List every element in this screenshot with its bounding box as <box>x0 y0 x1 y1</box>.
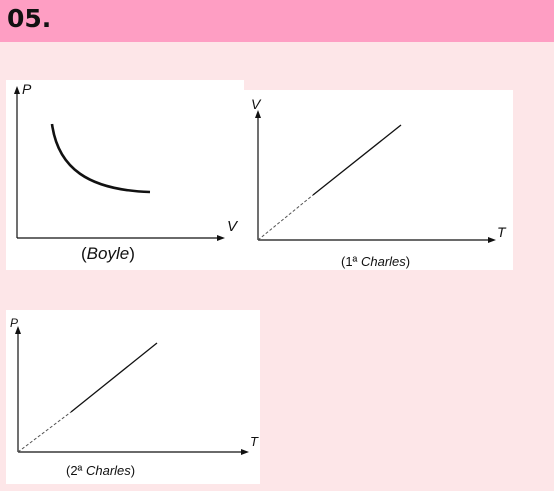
y-axis-label: P <box>22 81 32 97</box>
charles2-diagram: P T (2ª Charles) <box>6 310 260 484</box>
caption-close: ) <box>405 254 411 269</box>
y-axis-label: V <box>251 96 261 112</box>
extrapolation-dashed-line <box>17 411 72 453</box>
data-line <box>312 124 402 196</box>
caption-name: Boyle <box>86 244 130 263</box>
boyle-diagram: P V (Boyle) <box>6 80 244 270</box>
caption-close: ) <box>130 463 136 478</box>
charles1-graph <box>255 110 496 243</box>
boyle-curve <box>50 123 151 194</box>
caption-open: (1ª <box>341 254 361 269</box>
y-axis-arrow <box>15 326 21 334</box>
y-axis-arrow <box>14 86 20 94</box>
data-line <box>70 342 158 413</box>
charles1-caption: (1ª Charles) <box>341 254 410 269</box>
charles2-caption: (2ª Charles) <box>66 463 135 478</box>
caption-open: (2ª <box>66 463 86 478</box>
x-axis-label: V <box>227 218 238 235</box>
x-axis-label: T <box>497 224 506 240</box>
y-axis-label: P <box>10 316 19 330</box>
x-axis-arrow <box>488 237 496 243</box>
charles2-graph <box>15 326 249 455</box>
caption-open: ( <box>81 244 87 263</box>
boyle-graph <box>14 86 225 241</box>
x-axis-arrow <box>241 449 249 455</box>
boyle-caption: (Boyle) <box>81 244 135 264</box>
extrapolation-dashed-line <box>257 194 314 241</box>
page-title: 05. <box>7 4 52 33</box>
charles1-diagram: V T (1ª Charles) <box>243 90 513 270</box>
x-axis-label: T <box>250 434 258 449</box>
caption-name: Charles <box>85 463 131 478</box>
header-bar: 05. <box>0 0 554 42</box>
y-axis-arrow <box>255 110 261 118</box>
caption-name: Charles <box>360 254 406 269</box>
x-axis-arrow <box>217 235 225 241</box>
caption-close: ) <box>129 244 135 263</box>
